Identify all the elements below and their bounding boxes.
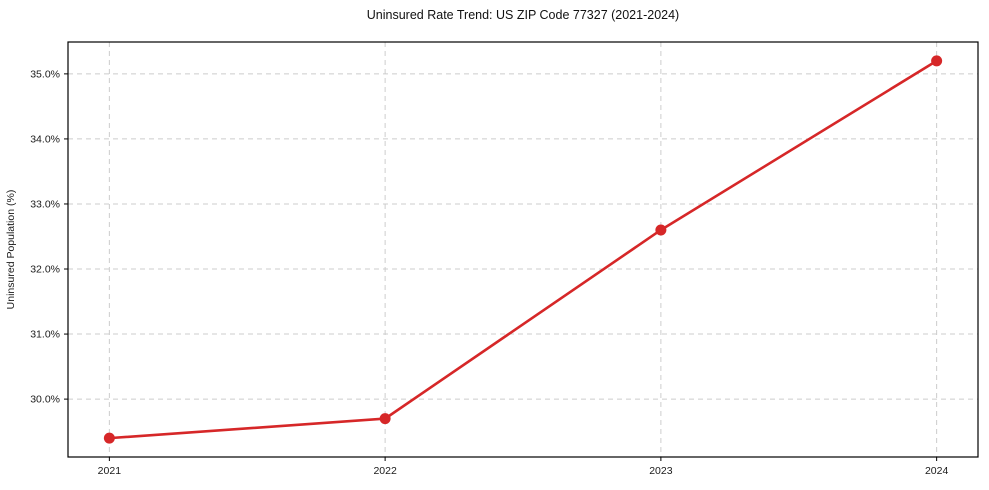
- data-point: [931, 55, 943, 67]
- data-point: [103, 432, 115, 444]
- chart-title: Uninsured Rate Trend: US ZIP Code 77327 …: [366, 8, 680, 22]
- x-tick-label: 2021: [98, 465, 122, 477]
- x-tick-label: 2022: [373, 465, 397, 477]
- data-point: [655, 224, 667, 236]
- y-tick-label: 35.0%: [30, 68, 60, 80]
- x-tick-label: 2023: [649, 465, 673, 477]
- trend-line: [108, 59, 938, 440]
- y-tick-label: 30.0%: [30, 394, 60, 406]
- x-tick-label: 2024: [925, 465, 949, 477]
- y-tick-label: 33.0%: [30, 198, 60, 210]
- plot-border: [67, 41, 979, 458]
- y-tick-label: 31.0%: [30, 329, 60, 341]
- y-tick-label: 32.0%: [30, 264, 60, 276]
- y-tick-label: 34.0%: [30, 133, 60, 145]
- data-point: [379, 413, 391, 425]
- y-axis-label: Uninsured Population (%): [5, 190, 17, 310]
